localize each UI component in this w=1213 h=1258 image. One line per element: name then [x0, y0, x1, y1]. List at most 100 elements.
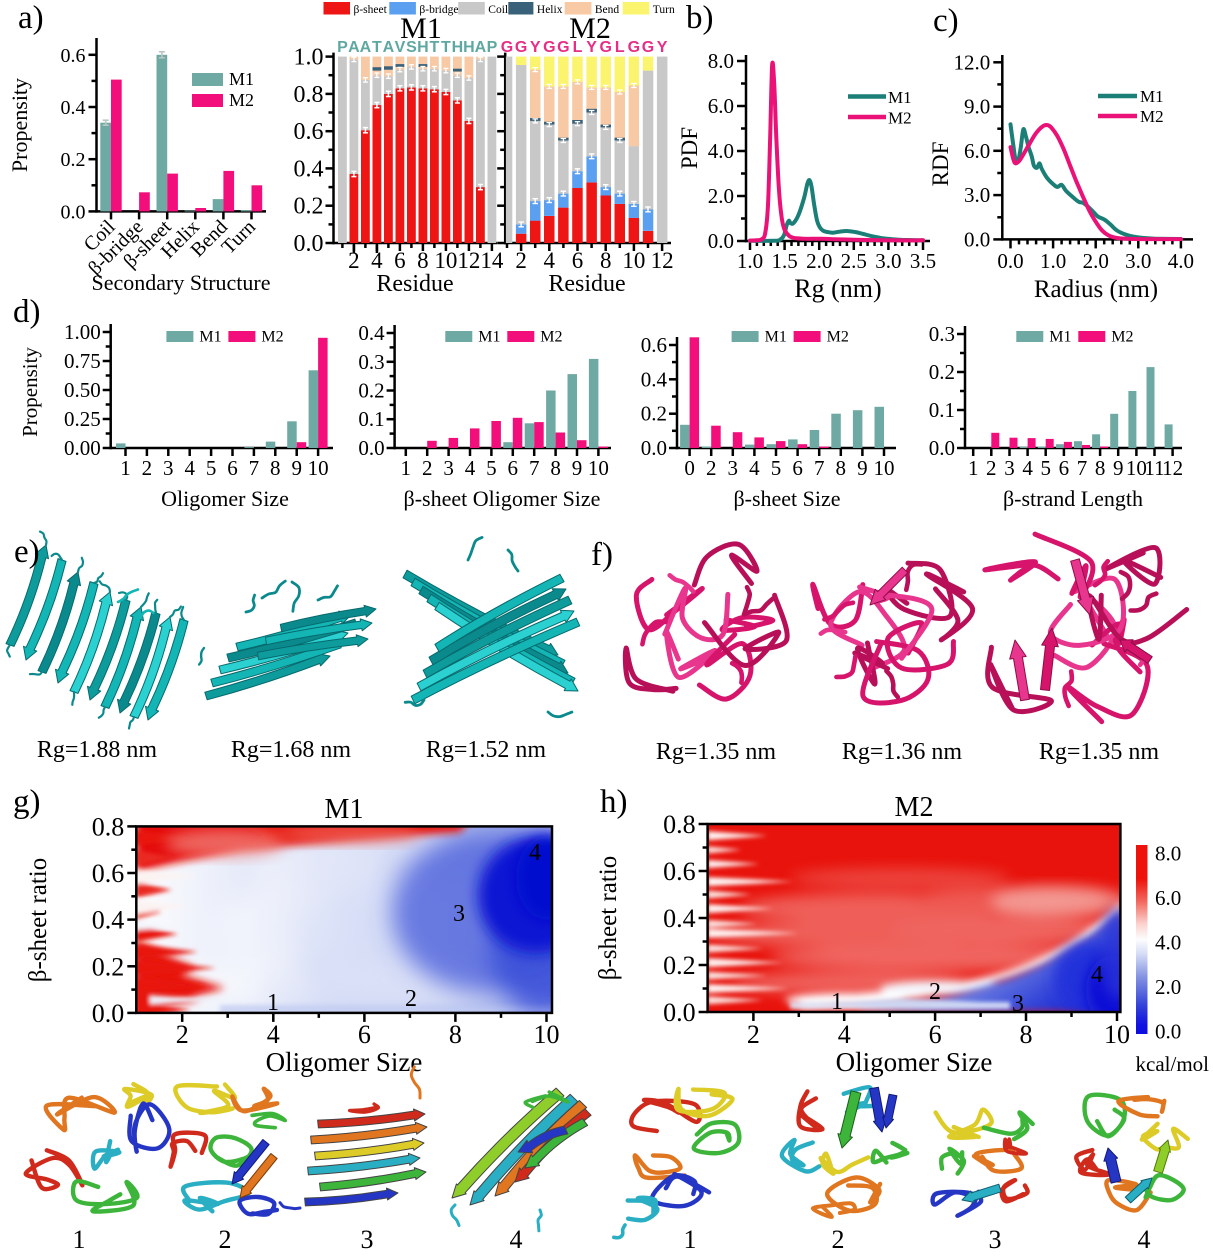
svg-text:0.0: 0.0	[997, 249, 1023, 273]
svg-text:8: 8	[270, 456, 281, 480]
svg-text:M2: M2	[229, 90, 254, 110]
svg-text:0.0: 0.0	[929, 436, 955, 460]
svg-text:1.5: 1.5	[771, 249, 797, 273]
svg-text:10: 10	[874, 456, 895, 480]
svg-text:2: 2	[348, 248, 360, 273]
svg-text:M2: M2	[569, 12, 611, 45]
svg-text:M1: M1	[325, 794, 364, 825]
svg-text:3: 3	[361, 1225, 374, 1253]
svg-text:M2: M2	[895, 792, 934, 823]
svg-text:5: 5	[206, 456, 217, 480]
svg-text:0.2: 0.2	[929, 360, 955, 384]
svg-text:3.0: 3.0	[875, 249, 901, 273]
svg-text:8: 8	[836, 456, 847, 480]
svg-text:M2: M2	[540, 329, 562, 346]
svg-text:a): a)	[18, 0, 44, 36]
svg-text:M2: M2	[1140, 107, 1164, 126]
svg-text:6.0: 6.0	[1155, 886, 1181, 910]
svg-text:3: 3	[989, 1225, 1002, 1253]
svg-text:0.1: 0.1	[929, 398, 955, 422]
svg-text:9: 9	[857, 456, 868, 480]
svg-text:6: 6	[929, 1020, 942, 1049]
svg-text:14: 14	[480, 248, 504, 273]
svg-text:4: 4	[371, 248, 383, 273]
svg-text:P: P	[487, 39, 498, 56]
svg-text:0.6: 0.6	[61, 45, 86, 67]
svg-text:β-sheet Size: β-sheet Size	[733, 486, 840, 511]
svg-text:T: T	[372, 39, 382, 56]
svg-text:0.4: 0.4	[61, 97, 86, 119]
svg-text:Rg (nm): Rg (nm)	[794, 274, 881, 303]
svg-text:A: A	[360, 39, 372, 56]
svg-text:0.2: 0.2	[641, 402, 667, 426]
svg-text:0.2: 0.2	[294, 194, 324, 220]
svg-text:0.6: 0.6	[663, 857, 696, 886]
svg-text:Helix: Helix	[537, 4, 563, 16]
svg-text:3: 3	[1004, 456, 1015, 480]
svg-text:6: 6	[1059, 456, 1070, 480]
svg-text:0.3: 0.3	[358, 350, 384, 374]
svg-text:6: 6	[508, 456, 519, 480]
svg-text:8: 8	[417, 248, 429, 273]
svg-text:M1: M1	[229, 69, 254, 89]
svg-text:Oligomer Size: Oligomer Size	[836, 1047, 993, 1077]
svg-text:G: G	[501, 39, 513, 56]
svg-text:PDF: PDF	[677, 127, 702, 169]
svg-text:1.00: 1.00	[64, 320, 101, 344]
svg-text:S: S	[406, 39, 417, 56]
svg-text:0.75: 0.75	[64, 349, 101, 373]
svg-text:Rg=1.88 nm: Rg=1.88 nm	[37, 737, 158, 763]
svg-text:Propensity: Propensity	[7, 78, 32, 172]
svg-text:kcal/mol: kcal/mol	[1136, 1052, 1210, 1076]
svg-text:0.6: 0.6	[92, 859, 125, 888]
svg-text:7: 7	[529, 456, 540, 480]
svg-text:A: A	[475, 39, 487, 56]
svg-text:4: 4	[529, 840, 541, 866]
svg-text:2: 2	[986, 456, 997, 480]
svg-text:0.2: 0.2	[92, 952, 125, 981]
svg-text:Oligomer Size: Oligomer Size	[161, 486, 289, 511]
svg-text:6: 6	[358, 1020, 371, 1049]
svg-text:0.6: 0.6	[294, 119, 324, 145]
svg-text:M1: M1	[765, 329, 787, 346]
svg-text:P: P	[337, 39, 348, 56]
svg-text:0.4: 0.4	[663, 904, 696, 933]
svg-text:2: 2	[422, 456, 433, 480]
svg-text:0.1: 0.1	[358, 407, 384, 431]
svg-text:0.50: 0.50	[64, 378, 101, 402]
svg-text:0.0: 0.0	[358, 436, 384, 460]
svg-text:M2: M2	[827, 329, 849, 346]
svg-text:M2: M2	[1111, 329, 1133, 346]
svg-text:2.0: 2.0	[1155, 975, 1181, 999]
svg-text:1: 1	[684, 1225, 697, 1253]
svg-text:H: H	[452, 39, 464, 56]
svg-text:9: 9	[1113, 456, 1124, 480]
svg-text:2: 2	[142, 456, 153, 480]
svg-text:G: G	[557, 39, 569, 56]
svg-text:7: 7	[1077, 456, 1088, 480]
svg-text:f): f)	[591, 537, 613, 573]
svg-text:2: 2	[832, 1225, 845, 1253]
svg-text:Rg=1.35 nm: Rg=1.35 nm	[656, 739, 777, 765]
svg-text:12: 12	[1162, 456, 1183, 480]
svg-text:M1: M1	[888, 88, 912, 107]
svg-text:3: 3	[728, 456, 739, 480]
svg-text:3: 3	[1012, 991, 1024, 1017]
svg-text:7: 7	[814, 456, 825, 480]
svg-text:0.4: 0.4	[294, 156, 324, 182]
svg-text:A: A	[348, 39, 360, 56]
svg-text:0.4: 0.4	[358, 321, 385, 345]
svg-text:4: 4	[838, 1020, 851, 1049]
svg-text:4.0: 4.0	[708, 139, 734, 163]
svg-text:0.0: 0.0	[294, 231, 324, 257]
svg-text:c): c)	[933, 3, 959, 39]
svg-text:H: H	[463, 39, 475, 56]
svg-text:6: 6	[792, 456, 803, 480]
svg-text:T: T	[441, 39, 451, 56]
svg-text:H: H	[417, 39, 429, 56]
svg-text:2: 2	[176, 1020, 189, 1049]
svg-text:0: 0	[684, 456, 695, 480]
svg-text:L: L	[615, 39, 625, 56]
svg-text:Radius (nm): Radius (nm)	[1034, 276, 1158, 303]
svg-text:2.0: 2.0	[708, 184, 734, 208]
